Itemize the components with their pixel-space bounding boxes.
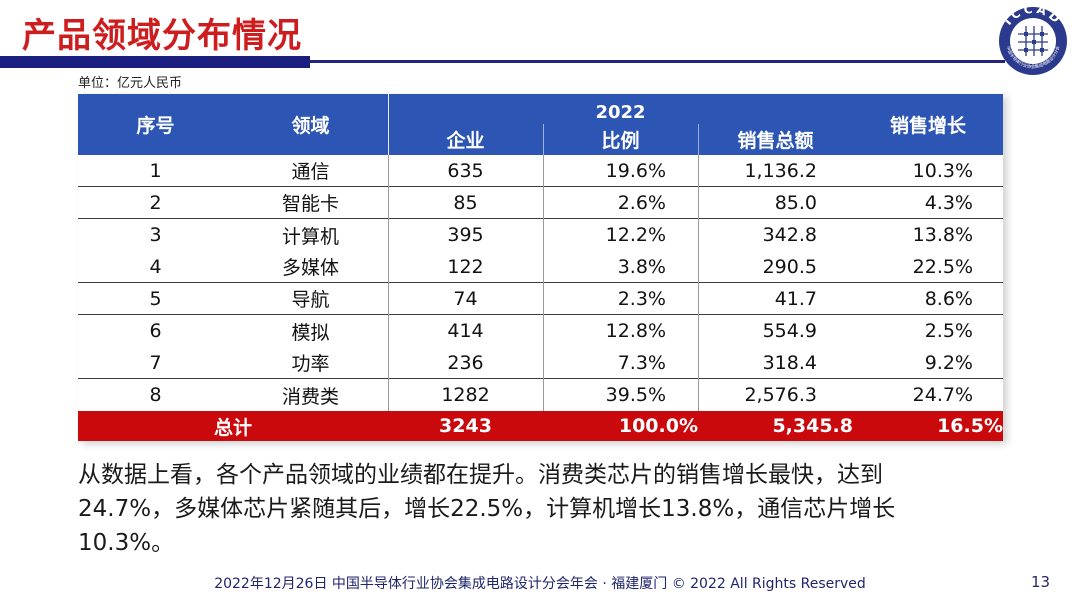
cell-domain: 通信 bbox=[291, 161, 330, 183]
cell-growth: 13.8% bbox=[912, 224, 973, 246]
table-row: 5 导航 74 2.3% 41.7 8.6% bbox=[78, 283, 1003, 315]
header-divider bbox=[698, 124, 699, 155]
cell-companies: 122 bbox=[447, 255, 484, 278]
cell-ratio: 7.3% bbox=[617, 351, 666, 374]
cell-domain: 智能卡 bbox=[281, 193, 339, 215]
cell-sn: 4 bbox=[149, 255, 162, 278]
table-row: 1 通信 635 19.6% 1,136.2 10.3% bbox=[78, 155, 1003, 187]
header-group-2022: 2022 bbox=[595, 102, 646, 123]
column-divider bbox=[543, 155, 544, 411]
cell-domain: 计算机 bbox=[281, 225, 339, 248]
data-table: 序号 领域 2022 企业 比例 销售总额 销售增长 1 通信 635 19.6… bbox=[78, 94, 1003, 441]
header-sn: 序号 bbox=[136, 115, 175, 137]
cell-sn: 7 bbox=[149, 351, 162, 374]
total-sales: 5,345.8 bbox=[772, 415, 853, 437]
total-growth: 16.5% bbox=[937, 415, 1003, 437]
cell-ratio: 2.6% bbox=[617, 191, 666, 214]
cell-domain: 导航 bbox=[291, 289, 330, 311]
header-ratio: 比例 bbox=[601, 130, 640, 152]
header-domain: 领域 bbox=[291, 115, 330, 137]
cell-ratio: 3.8% bbox=[617, 255, 666, 278]
cell-companies: 1282 bbox=[441, 384, 490, 406]
table-header: 序号 领域 2022 企业 比例 销售总额 销售增长 bbox=[78, 94, 1003, 155]
cell-sales: 290.5 bbox=[762, 255, 817, 278]
table-total-row: 总计 3243 100.0% 5,345.8 16.5% bbox=[78, 411, 1003, 441]
cell-companies: 85 bbox=[453, 191, 478, 214]
header-sales: 销售总额 bbox=[737, 130, 814, 152]
iccad-logo-icon: ICCAD 中国半导体行业协会集成电路设计分会 bbox=[999, 2, 1067, 75]
iccad-logo: ICCAD 中国半导体行业协会集成电路设计分会 bbox=[997, 2, 1069, 77]
cell-sn: 3 bbox=[149, 224, 162, 246]
column-divider bbox=[698, 155, 699, 411]
cell-growth: 8.6% bbox=[924, 287, 973, 310]
cell-sales: 85.0 bbox=[774, 191, 817, 214]
cell-domain: 多媒体 bbox=[281, 257, 339, 279]
cell-growth: 24.7% bbox=[912, 384, 973, 406]
cell-sn: 2 bbox=[149, 191, 162, 214]
cell-sales: 41.7 bbox=[774, 287, 817, 310]
unit-label: 单位：亿元人民币 bbox=[78, 76, 183, 91]
column-divider bbox=[388, 155, 389, 411]
cell-growth: 4.3% bbox=[924, 191, 973, 214]
cell-companies: 236 bbox=[447, 351, 484, 374]
cell-sales: 554.9 bbox=[762, 320, 817, 342]
cell-sn: 1 bbox=[149, 159, 162, 182]
footer-text: 2022年12月26日 中国半导体行业协会集成电路设计分会年会 · 福建厦门 ©… bbox=[214, 576, 866, 592]
cell-domain: 功率 bbox=[291, 353, 330, 375]
table-body: 1 通信 635 19.6% 1,136.2 10.3% 2 智能卡 85 2.… bbox=[78, 155, 1003, 411]
summary-line: 从数据上看，各个产品领域的业绩都在提升。消费类芯片的销售增长最快，达到 bbox=[78, 462, 883, 488]
header-growth: 销售增长 bbox=[889, 115, 966, 137]
cell-domain: 消费类 bbox=[281, 385, 339, 408]
cell-companies: 74 bbox=[453, 287, 478, 310]
summary-line: 24.7%，多媒体芯片紧随其后，增长22.5%，计算机增长13.8%，通信芯片增… bbox=[78, 496, 896, 522]
cell-ratio: 39.5% bbox=[605, 384, 666, 406]
logo-grid-pads bbox=[1024, 32, 1044, 52]
summary-paragraph: 从数据上看，各个产品领域的业绩都在提升。消费类芯片的销售增长最快，达到 24.7… bbox=[78, 458, 1008, 560]
table-row: 6 模拟 414 12.8% 554.9 2.5% bbox=[78, 315, 1003, 347]
total-label: 总计 bbox=[213, 416, 252, 439]
cell-sales: 2,576.3 bbox=[744, 384, 817, 406]
cell-growth: 10.3% bbox=[912, 159, 973, 182]
summary-line: 10.3%。 bbox=[78, 530, 175, 556]
header-companies: 企业 bbox=[446, 130, 485, 152]
cell-sn: 5 bbox=[149, 287, 162, 310]
table-row: 8 消费类 1282 39.5% 2,576.3 24.7% bbox=[78, 379, 1003, 411]
table-row: 7 功率 236 7.3% 318.4 9.2% bbox=[78, 347, 1003, 379]
cell-companies: 414 bbox=[447, 320, 484, 342]
table-row: 4 多媒体 122 3.8% 290.5 22.5% bbox=[78, 251, 1003, 283]
table-row: 2 智能卡 85 2.6% 85.0 4.3% bbox=[78, 187, 1003, 219]
table-row: 3 计算机 395 12.2% 342.8 13.8% bbox=[78, 219, 1003, 251]
total-ratio: 100.0% bbox=[618, 415, 698, 437]
total-companies: 3243 bbox=[439, 415, 492, 437]
cell-companies: 635 bbox=[447, 159, 484, 182]
cell-ratio: 12.8% bbox=[605, 320, 666, 342]
cell-sales: 342.8 bbox=[762, 224, 817, 246]
cell-sales: 318.4 bbox=[762, 351, 817, 374]
page-number: 13 bbox=[1031, 573, 1051, 591]
cell-domain: 模拟 bbox=[291, 321, 330, 344]
cell-sales: 1,136.2 bbox=[744, 159, 817, 182]
header-divider bbox=[543, 124, 544, 155]
title-underline-thick bbox=[0, 56, 310, 68]
title-underline-thin bbox=[310, 60, 1005, 63]
cell-companies: 395 bbox=[447, 224, 484, 246]
cell-ratio: 2.3% bbox=[617, 287, 666, 310]
cell-sn: 8 bbox=[149, 384, 162, 406]
cell-growth: 22.5% bbox=[912, 255, 973, 278]
cell-growth: 2.5% bbox=[924, 320, 973, 342]
cell-ratio: 12.2% bbox=[605, 224, 666, 246]
cell-ratio: 19.6% bbox=[605, 159, 666, 182]
cell-sn: 6 bbox=[149, 320, 162, 342]
header-divider bbox=[388, 94, 389, 155]
cell-growth: 9.2% bbox=[924, 351, 973, 374]
page-title: 产品领域分布情况 bbox=[22, 16, 302, 56]
